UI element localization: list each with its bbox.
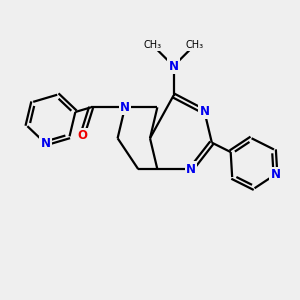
Text: N: N <box>169 60 178 73</box>
Text: N: N <box>270 168 280 181</box>
Text: N: N <box>40 137 50 150</box>
Text: N: N <box>186 163 196 176</box>
Text: O: O <box>77 129 87 142</box>
Text: N: N <box>200 105 209 118</box>
Text: CH₃: CH₃ <box>144 40 162 50</box>
Text: N: N <box>120 101 130 114</box>
Text: CH₃: CH₃ <box>185 40 203 50</box>
